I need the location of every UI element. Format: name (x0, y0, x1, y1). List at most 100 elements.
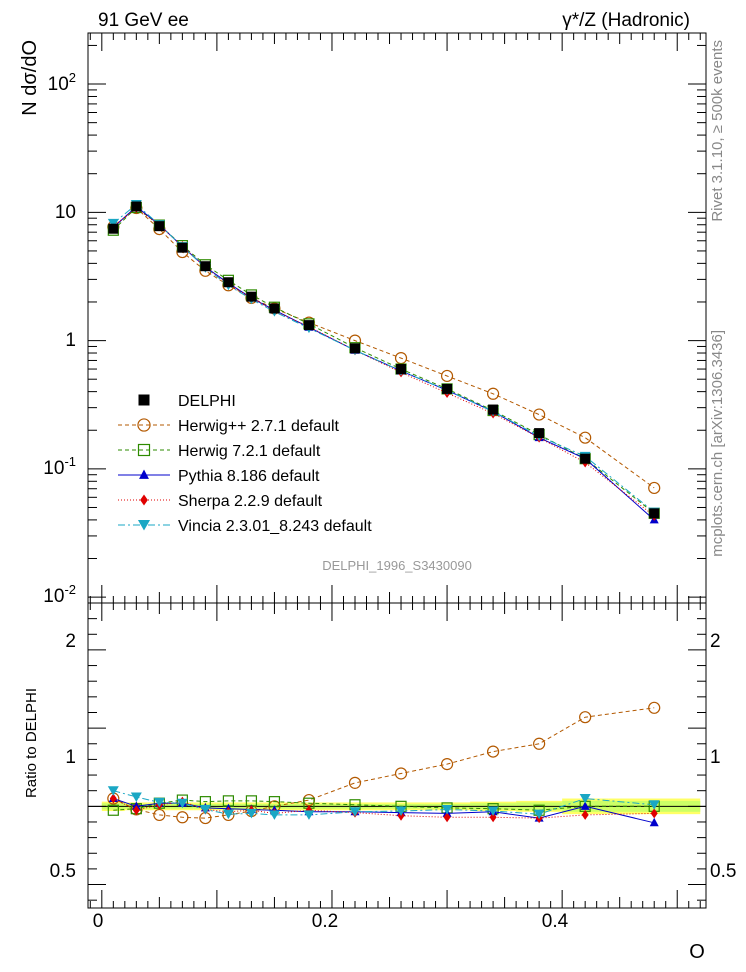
ratio-point-vincia (107, 786, 119, 796)
ratio-tick-1-right: 1 (710, 747, 721, 768)
ratio-point-vincia (130, 792, 142, 802)
y-tick-label-1e-1: 10-1 (43, 454, 76, 479)
ratio-point-vincia (222, 809, 234, 820)
ratio-point-vincia (441, 804, 453, 815)
main-point-data (303, 320, 314, 331)
main-line-herwig7 (112, 206, 655, 514)
header-left-label: 91 GeV ee (98, 10, 189, 31)
ratio-point-vincia (487, 806, 499, 817)
main-line-herwigpp (112, 207, 655, 489)
ratio-point-sherpa (443, 812, 451, 823)
legend-item-data: DELPHI (138, 393, 236, 410)
main-series-data (108, 201, 660, 519)
ratio-tick-05-left: 0.5 (50, 861, 76, 882)
y-tick-label-1e-2: 10-2 (43, 582, 76, 607)
legend-item-herwig7: Herwig 7.2.1 default (118, 443, 321, 460)
y-tick-exp-minus2: -2 (64, 582, 76, 597)
ratio-point-vincia (395, 806, 407, 817)
mcplots-credit-text: mcplots.cern.ch [arXiv:1306.3436] (709, 330, 726, 557)
y-tick-label-10: 10 (55, 202, 76, 223)
ratio-point-herwigpp (486, 745, 500, 758)
legend-item-sherpa: Sherpa 2.2.9 default (118, 493, 323, 510)
x-axis-label: O (689, 941, 705, 963)
ratio-point-vincia (303, 810, 315, 820)
legend-label-sherpa: Sherpa 2.2.9 default (178, 493, 323, 510)
analysis-watermark: DELPHI_1996_S3430090 (322, 558, 472, 573)
ratio-series-vincia (107, 786, 660, 820)
main-point-data (131, 201, 142, 212)
main-point-herwigpp (648, 481, 661, 495)
main-point-data (649, 508, 660, 519)
ratio-point-sherpa (109, 793, 117, 804)
ratio-point-herwigpp (348, 776, 362, 789)
ratio-line-herwigpp (113, 707, 655, 819)
main-point-data (177, 242, 188, 253)
legend-marker-sherpa (140, 494, 148, 506)
main-point-data (396, 364, 407, 375)
ratio-point-vincia (199, 804, 211, 815)
main-point-data (442, 383, 453, 394)
ratio-line-sherpa (113, 798, 655, 819)
main-line-vincia (112, 203, 655, 513)
ratio-line-vincia (113, 790, 655, 816)
legend-item-vincia: Vincia 2.3.01_8.243 default (118, 518, 372, 535)
main-point-herwigpp (440, 369, 454, 383)
main-point-data (349, 343, 360, 354)
y-tick-exp-minus1: -1 (64, 454, 76, 469)
legend: DELPHI Herwig++ 2.7.1 default Herwig 7.2.1… (118, 393, 372, 535)
main-y-axis-label: N dσ/dO (19, 40, 41, 116)
main-point-data (154, 221, 165, 232)
main-point-data (534, 428, 545, 439)
legend-marker-pythia (139, 469, 149, 479)
legend-label-herwig7: Herwig 7.2.1 default (178, 443, 321, 460)
ratio-point-sherpa (489, 812, 497, 823)
x-tick-labels: 0 0.2 0.4 (93, 911, 569, 932)
ratio-series (107, 701, 661, 827)
legend-label-data: DELPHI (178, 393, 236, 410)
main-panel-frame (87, 32, 707, 604)
main-point-data (269, 303, 280, 314)
ratio-y-tick-labels: 2 1 0.5 2 1 0.5 (50, 631, 737, 882)
ratio-point-vincia (268, 810, 280, 820)
ratio-point-herwigpp (176, 811, 189, 824)
rivet-version-text: Rivet 3.1.10, ≥ 500k events (709, 40, 726, 222)
legend-item-herwigpp: Herwig++ 2.7.1 default (118, 418, 340, 435)
legend-label-pythia: Pythia 8.186 default (178, 468, 320, 485)
ratio-point-vincia (533, 809, 545, 820)
ratio-point-sherpa (132, 805, 140, 816)
main-series (107, 200, 661, 524)
ratio-tick-1-left: 1 (65, 747, 76, 768)
y-tick-exp-2: 2 (69, 70, 76, 85)
y-tick-label-1: 1 (65, 330, 76, 351)
ratio-point-pythia (580, 801, 590, 810)
main-point-data (246, 291, 257, 302)
ratio-point-pythia (649, 817, 659, 827)
ratio-tick-2-right: 2 (710, 631, 721, 652)
main-point-data (580, 453, 591, 464)
ratio-point-vincia (153, 797, 165, 808)
ratio-point-sherpa (650, 808, 658, 819)
ratio-point-vincia (176, 798, 188, 809)
x-tick-label-0: 0 (93, 911, 104, 932)
main-point-data (108, 223, 119, 234)
axis-ticks (88, 33, 706, 908)
x-tick-label-04: 0.4 (542, 911, 569, 932)
ratio-tick-05-right: 0.5 (710, 861, 736, 882)
ratio-point-herwigpp (394, 767, 408, 780)
main-point-data (200, 261, 211, 272)
main-point-data (488, 404, 499, 415)
ratio-point-herwig7 (107, 804, 119, 816)
ratio-line-herwig7 (113, 799, 655, 811)
main-point-herwigpp (533, 408, 546, 421)
legend-label-herwigpp: Herwig++ 2.7.1 default (178, 418, 340, 435)
main-point-vincia (107, 218, 119, 229)
ratio-point-herwigpp (533, 737, 546, 750)
legend-marker-herwigpp (137, 418, 151, 432)
ratio-line-pythia (113, 798, 655, 824)
y-tick-label-1e2: 102 (48, 70, 76, 95)
main-y-tick-labels: 102 10 1 10-1 10-2 (43, 70, 76, 607)
legend-marker-herwig7 (137, 443, 151, 457)
header-right-label: γ*/Z (Hadronic) (562, 10, 690, 31)
main-point-data (223, 277, 234, 288)
